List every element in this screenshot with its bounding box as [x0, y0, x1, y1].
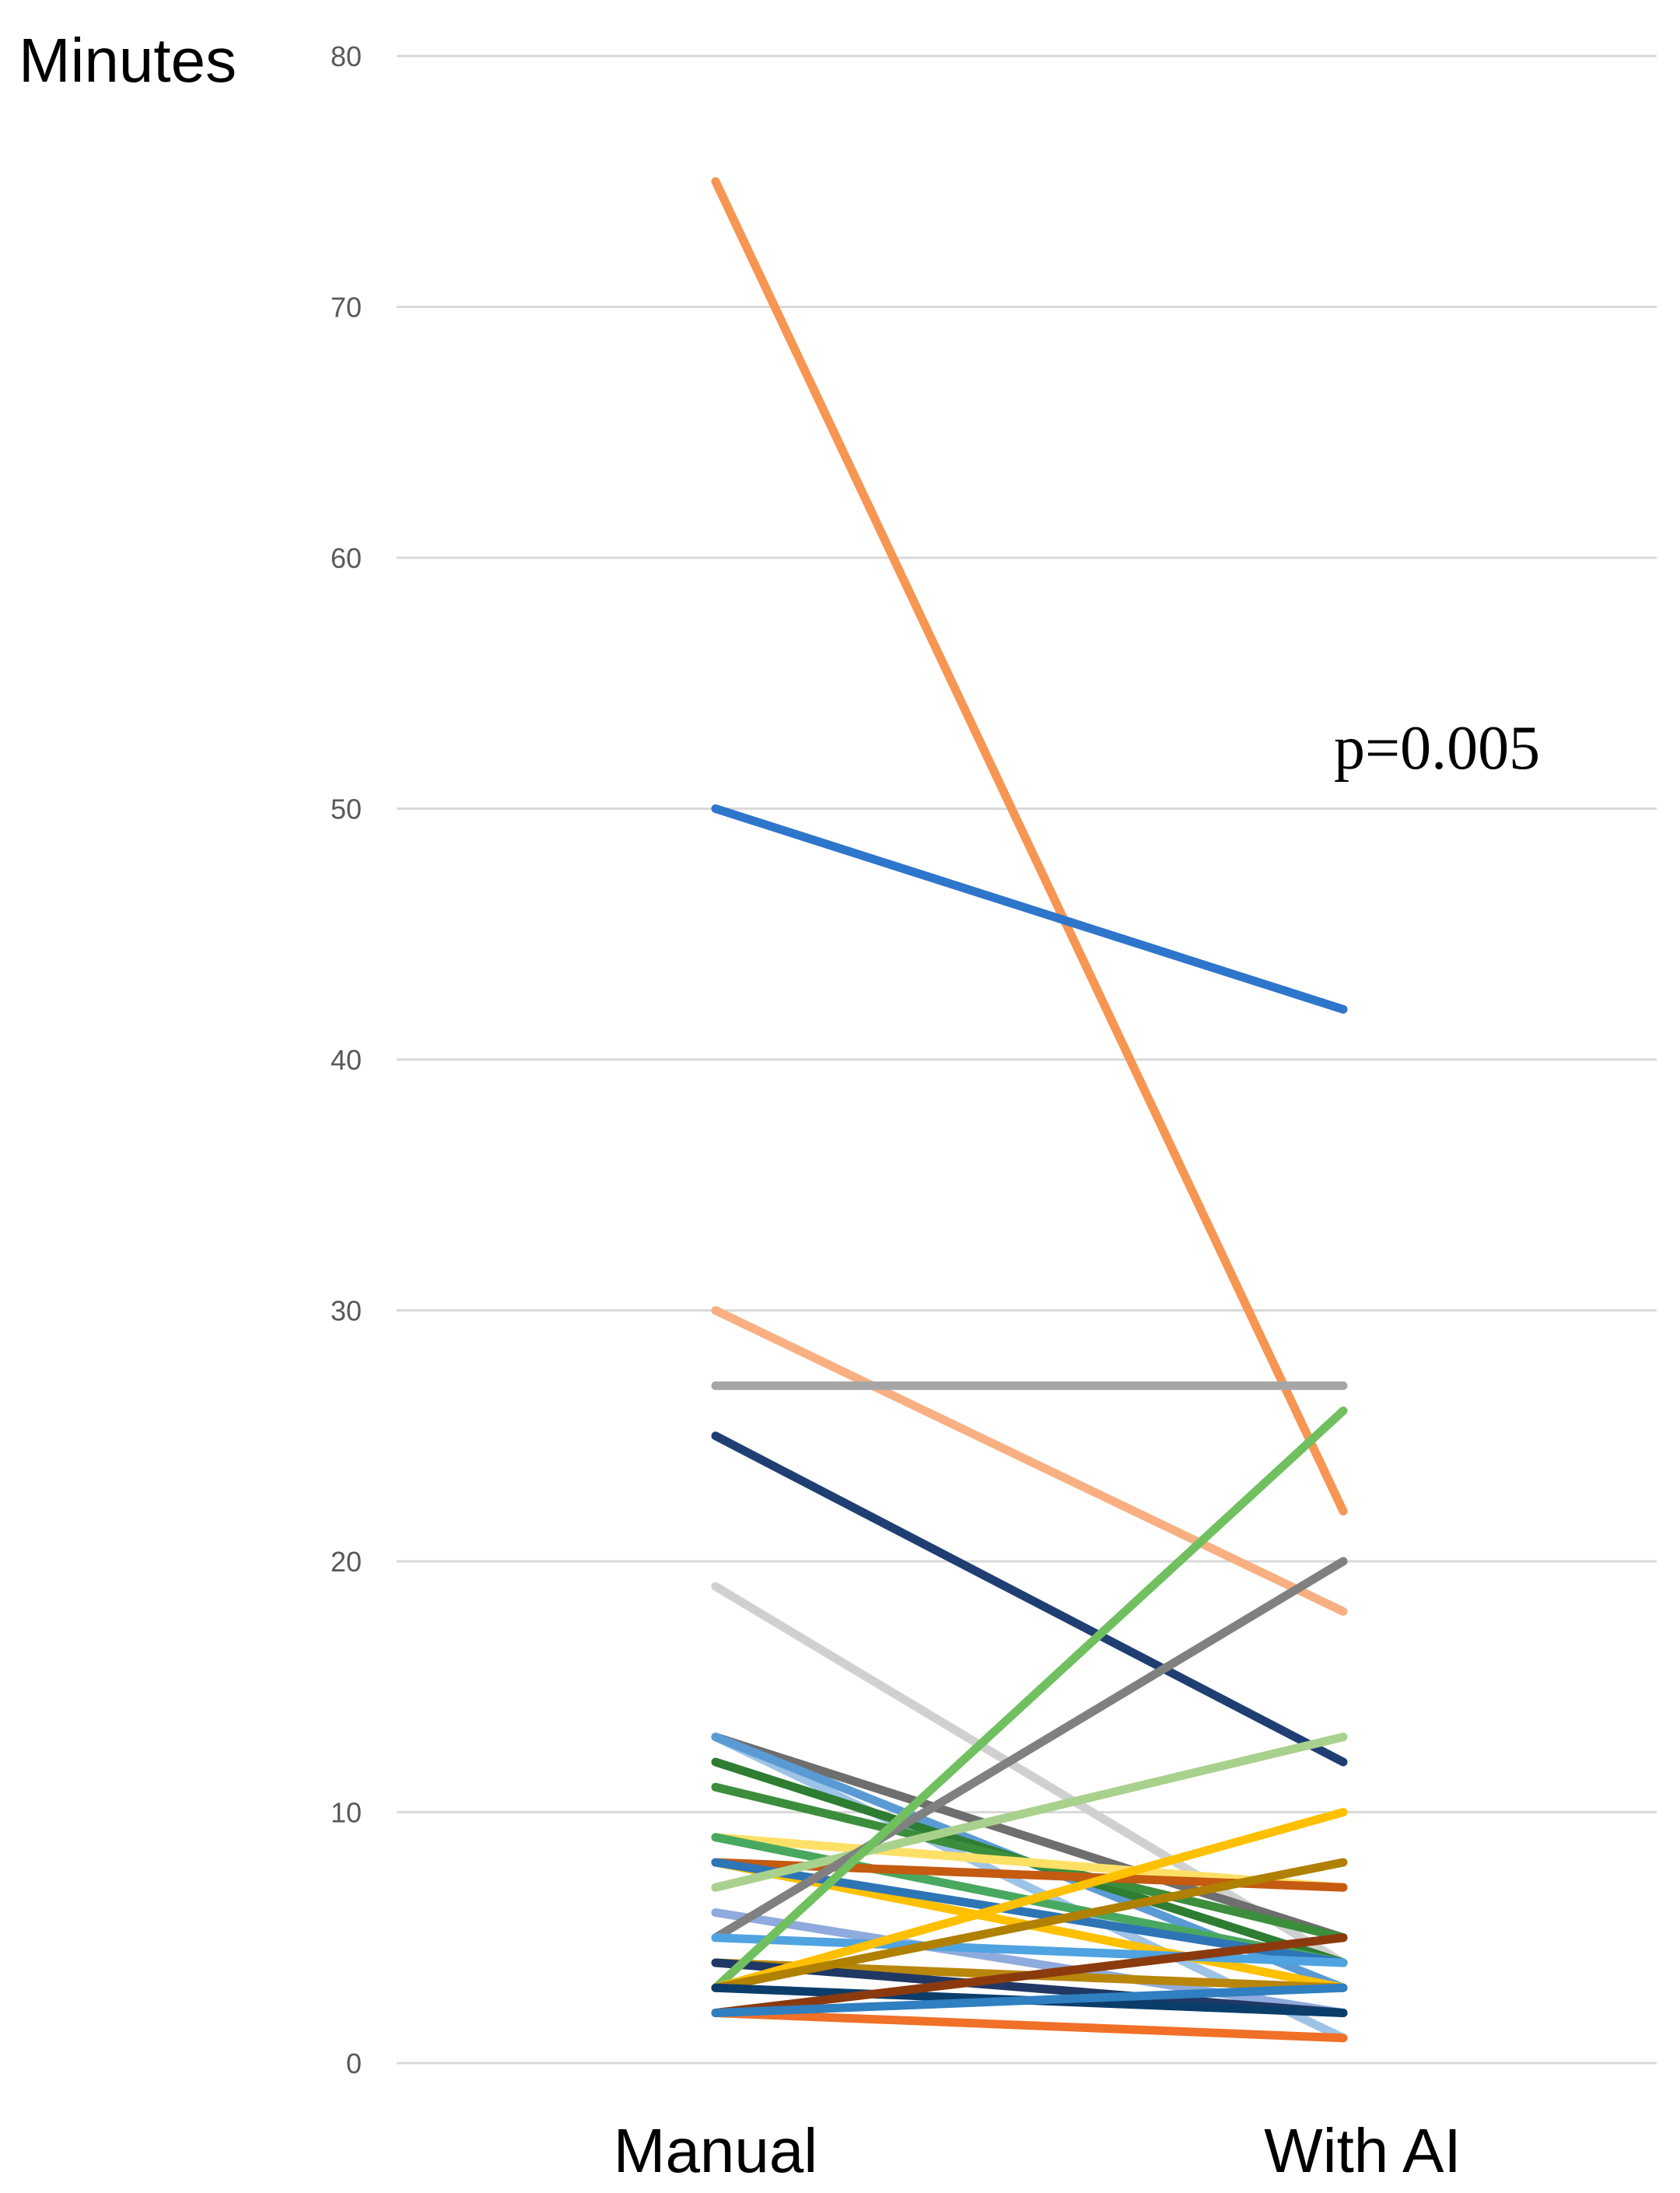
- y-tick-label: 70: [331, 292, 362, 324]
- series-line: [711, 1557, 1348, 1943]
- series-line: [711, 1808, 1348, 1992]
- y-tick-label: 0: [346, 2048, 362, 2079]
- category-labels: Manual With AI: [614, 2116, 1461, 2185]
- x-category-label: Manual: [614, 2116, 817, 2185]
- series-line: [711, 1732, 1348, 1892]
- y-tick-labels: 0 10 20 30 40 50 60 70 80: [331, 40, 362, 2079]
- y-tick-label: 20: [331, 1546, 362, 1578]
- series-line: [711, 1933, 1348, 2017]
- series-lines: [711, 177, 1348, 2043]
- series-line: [711, 177, 1348, 1515]
- series-line: [711, 1732, 1348, 1943]
- y-tick-label: 80: [331, 40, 362, 72]
- y-tick-label: 60: [331, 542, 362, 574]
- y-tick-label: 50: [331, 793, 362, 825]
- series-line: [711, 1858, 1348, 1992]
- y-axis-label: Minutes: [19, 26, 236, 95]
- series-line: [711, 1431, 1348, 1767]
- x-category-label: With AI: [1264, 2116, 1461, 2185]
- gridlines: [397, 54, 1657, 2065]
- series-line: [711, 1983, 1348, 2017]
- series-line: [711, 2009, 1348, 2043]
- series-line: [711, 1407, 1348, 1992]
- p-value-annotation: p=0.005: [1334, 714, 1540, 783]
- y-tick-label: 10: [331, 1797, 362, 1829]
- series-line: [711, 804, 1348, 1014]
- y-tick-label: 40: [331, 1044, 362, 1076]
- series-line: [711, 1306, 1348, 1616]
- y-tick-label: 30: [331, 1295, 362, 1327]
- series-line: [711, 1933, 1348, 1967]
